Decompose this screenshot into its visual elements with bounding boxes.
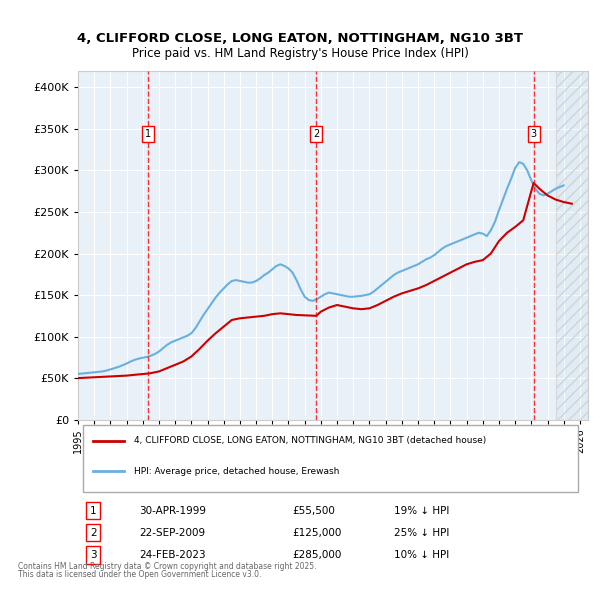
Text: 2: 2 <box>90 528 97 538</box>
Text: HPI: Average price, detached house, Erewash: HPI: Average price, detached house, Erew… <box>134 467 340 476</box>
Text: 24-FEB-2023: 24-FEB-2023 <box>139 550 206 560</box>
Text: 1: 1 <box>145 129 151 139</box>
Text: 2: 2 <box>313 129 319 139</box>
Text: 25% ↓ HPI: 25% ↓ HPI <box>394 528 449 538</box>
Text: This data is licensed under the Open Government Licence v3.0.: This data is licensed under the Open Gov… <box>18 571 262 579</box>
Text: £55,500: £55,500 <box>292 506 335 516</box>
Text: Price paid vs. HM Land Registry's House Price Index (HPI): Price paid vs. HM Land Registry's House … <box>131 47 469 60</box>
Text: £125,000: £125,000 <box>292 528 341 538</box>
Text: 4, CLIFFORD CLOSE, LONG EATON, NOTTINGHAM, NG10 3BT (detached house): 4, CLIFFORD CLOSE, LONG EATON, NOTTINGHA… <box>134 437 487 445</box>
Text: 3: 3 <box>90 550 97 560</box>
Bar <box>556 71 588 419</box>
Text: 1: 1 <box>90 506 97 516</box>
Bar <box>556 71 588 419</box>
Text: Contains HM Land Registry data © Crown copyright and database right 2025.: Contains HM Land Registry data © Crown c… <box>18 562 317 571</box>
Text: 4, CLIFFORD CLOSE, LONG EATON, NOTTINGHAM, NG10 3BT: 4, CLIFFORD CLOSE, LONG EATON, NOTTINGHA… <box>77 32 523 45</box>
Text: 22-SEP-2009: 22-SEP-2009 <box>139 528 205 538</box>
FancyBboxPatch shape <box>83 425 578 492</box>
Text: 19% ↓ HPI: 19% ↓ HPI <box>394 506 449 516</box>
Text: £285,000: £285,000 <box>292 550 341 560</box>
Text: 30-APR-1999: 30-APR-1999 <box>139 506 206 516</box>
Text: 10% ↓ HPI: 10% ↓ HPI <box>394 550 449 560</box>
Text: 3: 3 <box>530 129 536 139</box>
